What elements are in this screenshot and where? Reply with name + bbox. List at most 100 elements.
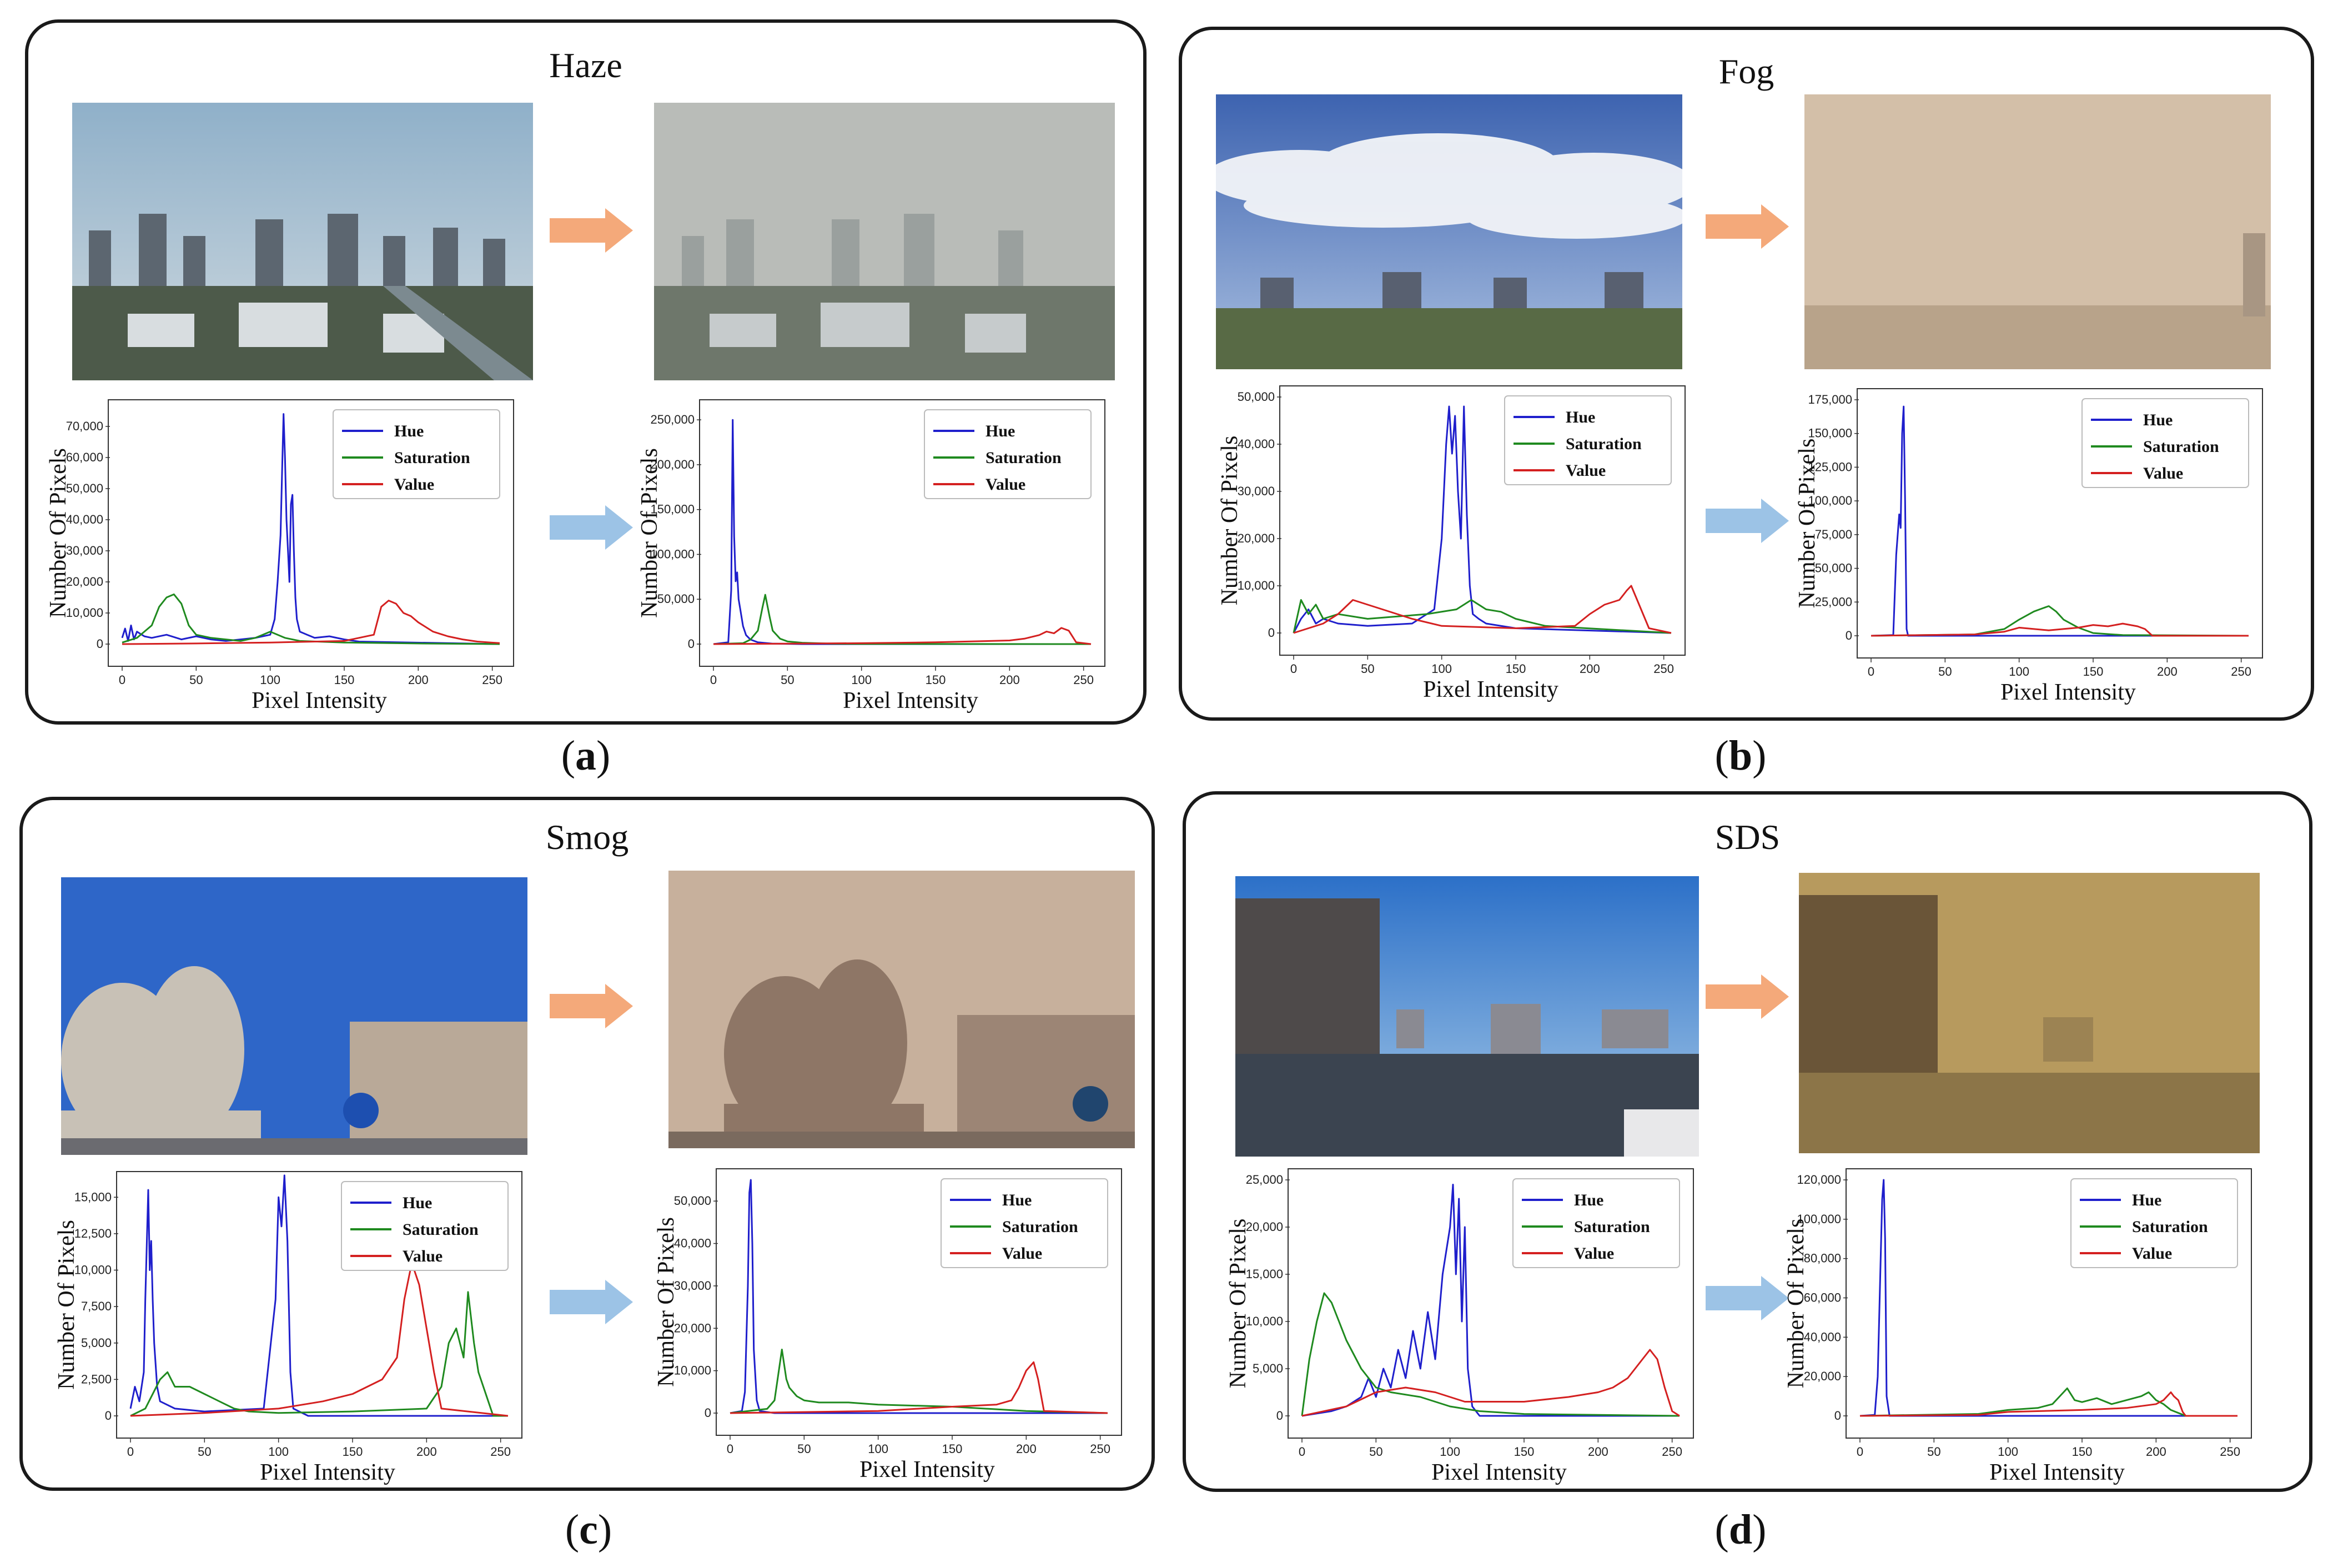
legend-label: Value (403, 1247, 443, 1265)
x-tick-label: 200 (416, 1445, 437, 1459)
histogram-svg: 0 10,000 20,000 30,000 40,000 50,000 0 50 100 150… (1217, 385, 1686, 702)
x-tick-label: 200 (1588, 1445, 1608, 1459)
x-tick-label: 150 (1506, 662, 1526, 676)
y-axis-label: Number Of Pixels (1225, 1219, 1251, 1389)
legend-label: Hue (985, 422, 1015, 440)
x-axis-label: Pixel Intensity (1989, 1460, 2125, 1485)
x-tick-label: 250 (1073, 673, 1094, 687)
panel-title: SDS (1714, 817, 1781, 857)
legend-label: Hue (1002, 1191, 1032, 1209)
y-tick-label: 25,000 (1815, 595, 1852, 609)
y-tick-label: 20,000 (66, 575, 103, 589)
x-tick-label: 200 (408, 673, 429, 687)
y-tick-label: 50,000 (1238, 390, 1275, 404)
y-tick-label: 0 (1846, 629, 1852, 642)
x-tick-label: 100 (1998, 1445, 2018, 1459)
x-tick-label: 250 (490, 1445, 511, 1459)
y-tick-label: 5,000 (1253, 1361, 1283, 1375)
x-tick-label: 50 (797, 1442, 811, 1456)
series-line-hue (1859, 1179, 2238, 1417)
legend-label: Value (1002, 1244, 1042, 1263)
x-tick-label: 250 (2220, 1445, 2240, 1459)
y-tick-label: 10,000 (1238, 579, 1275, 592)
series-line-saturation (1301, 1292, 1680, 1417)
x-tick-label: 200 (2146, 1445, 2166, 1459)
legend-label: Hue (1566, 408, 1595, 426)
series-line-hue (121, 413, 500, 645)
y-tick-label: 40,000 (1238, 437, 1275, 451)
series-line-value (730, 1361, 1108, 1414)
caption-a: (a) (561, 732, 611, 779)
x-tick-label: 50 (781, 673, 794, 687)
legend-label: Hue (2143, 411, 2173, 429)
series-line-hue (730, 1179, 1108, 1414)
series-line-value (122, 600, 500, 645)
x-axis-label: Pixel Intensity (260, 1460, 395, 1485)
orange-arrow-icon (550, 984, 633, 1028)
y-axis-label: Number Of Pixels (1794, 439, 1820, 609)
y-tick-label: 60,000 (66, 450, 103, 464)
caption-d: (d) (1714, 1506, 1767, 1553)
y-tick-label: 20,000 (1246, 1220, 1283, 1234)
histogram-svg: 0 25,000 50,000 75,000 100,000 125,000 150,000… (1794, 388, 2263, 705)
legend-label: Hue (394, 422, 424, 440)
x-tick-label: 100 (268, 1445, 289, 1459)
x-tick-label: 0 (1290, 662, 1297, 676)
x-tick-label: 250 (2231, 665, 2251, 679)
y-tick-label: 15,000 (74, 1190, 112, 1204)
x-tick-label: 0 (127, 1445, 134, 1459)
y-tick-label: 2,500 (81, 1372, 112, 1386)
y-tick-label: 40,000 (674, 1237, 711, 1250)
panel-title: Haze (549, 46, 622, 85)
x-tick-label: 0 (1299, 1445, 1305, 1459)
x-tick-label: 50 (1927, 1445, 1940, 1459)
legend-label: Saturation (2132, 1218, 2208, 1236)
histogram-svg: 0 10,000 20,000 30,000 40,000 50,000 60,000 70,… (46, 399, 514, 713)
series-line-value (1293, 585, 1672, 634)
y-tick-label: 20,000 (674, 1321, 711, 1335)
x-tick-label: 50 (1361, 662, 1374, 676)
blue-arrow-icon (550, 1280, 633, 1324)
x-tick-label: 50 (198, 1445, 211, 1459)
y-tick-label: 0 (97, 637, 103, 651)
x-tick-label: 150 (2083, 665, 2104, 679)
y-tick-label: 75,000 (1815, 527, 1852, 541)
y-tick-label: 80,000 (1804, 1252, 1841, 1265)
y-tick-label: 50,000 (657, 592, 695, 606)
x-tick-label: 50 (1369, 1445, 1382, 1459)
x-tick-label: 100 (2009, 665, 2029, 679)
y-tick-label: 12,500 (74, 1227, 112, 1240)
legend-label: Saturation (1002, 1218, 1078, 1236)
x-tick-label: 50 (1938, 665, 1952, 679)
x-tick-label: 0 (1868, 665, 1874, 679)
orange-arrow-icon (1706, 204, 1789, 249)
x-tick-label: 100 (868, 1442, 888, 1456)
orange-arrow-icon (1706, 974, 1789, 1019)
series-line-value (1301, 1349, 1680, 1417)
legend-label: Saturation (1566, 435, 1642, 453)
y-tick-label: 0 (688, 637, 695, 651)
y-tick-label: 15,000 (1246, 1267, 1283, 1281)
y-tick-label: 175,000 (1808, 393, 1852, 406)
photo-sds-clear (1235, 876, 1699, 1157)
histogram-smog-clear: 0 2,500 5,000 7,500 10,000 12,500 15,000 0 50 100… (54, 1171, 525, 1488)
series-line-saturation (730, 1349, 1108, 1414)
y-tick-label: 10,000 (66, 606, 103, 620)
caption-b: (b) (1714, 732, 1767, 779)
x-tick-label: 200 (1016, 1442, 1037, 1456)
histogram-svg: 0 50,000 100,000 150,000 200,000 250,000 0 50 10… (637, 399, 1105, 713)
histogram-fog-degraded: 0 25,000 50,000 75,000 100,000 125,000 150,000… (1794, 388, 2265, 708)
x-tick-label: 150 (926, 673, 946, 687)
legend-label: Hue (2132, 1191, 2161, 1209)
y-tick-label: 40,000 (66, 512, 103, 526)
plot-frame (699, 399, 1105, 667)
series-line-value (1859, 1391, 2238, 1417)
caption-c: (c) (565, 1506, 612, 1553)
y-tick-label: 120,000 (1797, 1173, 1841, 1187)
orange-arrow-icon (550, 208, 633, 253)
histogram-smog-degraded: 0 10,000 20,000 30,000 40,000 50,000 0 50 100 150… (653, 1168, 1124, 1485)
y-tick-label: 50,000 (1815, 561, 1852, 575)
y-axis-label: Number Of Pixels (1217, 436, 1243, 606)
y-tick-label: 0 (1268, 626, 1275, 640)
y-tick-label: 150,000 (1808, 426, 1852, 440)
